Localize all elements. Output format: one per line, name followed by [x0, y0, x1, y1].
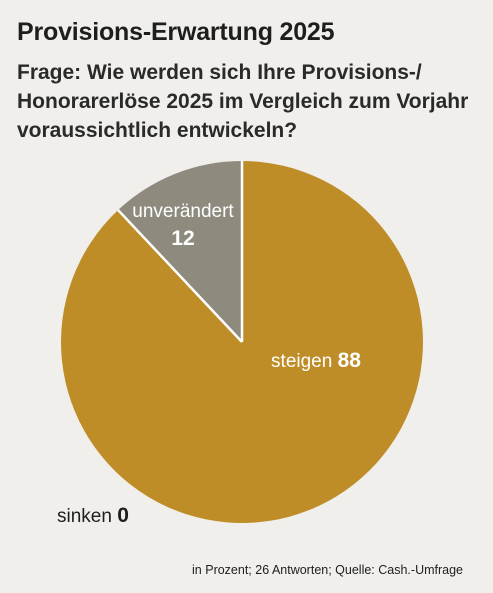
- slice-value-steigen: 88: [338, 349, 362, 372]
- slice-label-unveraendert: unverändert 12: [132, 201, 234, 250]
- slice-label-steigen-name: steigen: [271, 351, 338, 372]
- slice-separator: [117, 209, 243, 343]
- slice-label-steigen: steigen 88: [271, 349, 361, 372]
- pie-slice-unverändert: [118, 161, 242, 342]
- slice-label-sinken: sinken 0: [57, 504, 129, 527]
- source-note: in Prozent; 26 Antworten; Quelle: Cash.-…: [192, 563, 463, 577]
- slice-value-unveraendert: 12: [171, 227, 194, 250]
- slice-label-unveraendert-name: unverändert: [132, 201, 234, 222]
- slice-value-sinken: 0: [117, 504, 129, 527]
- chart-title: Provisions-Erwartung 2025: [17, 18, 335, 46]
- slice-label-sinken-name: sinken: [57, 506, 117, 527]
- chart-question: Frage: Wie werden sich Ihre Provisions-/…: [17, 61, 469, 142]
